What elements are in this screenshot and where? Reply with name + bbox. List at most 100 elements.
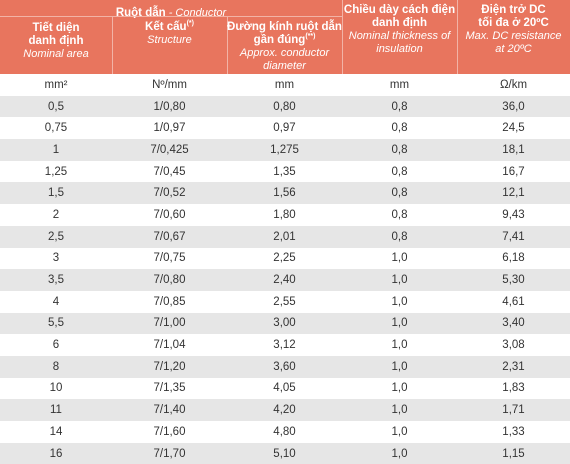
cell-area: 1 bbox=[52, 143, 60, 156]
table-row: 4 7/0,85 2,55 1,0 4,61 bbox=[0, 290, 570, 313]
area-header-vi: danh định bbox=[28, 35, 84, 47]
cell-structure: 7/1,40 bbox=[153, 404, 186, 417]
resistance-header-en: at 20ºC bbox=[495, 42, 532, 55]
cell-resistance: 36,0 bbox=[502, 100, 525, 113]
cell-resistance: 1,83 bbox=[502, 382, 525, 395]
cell-insulation: 1,0 bbox=[391, 447, 408, 460]
table-row: 3,5 7/0,80 2,40 1,0 5,30 bbox=[0, 269, 570, 291]
area-header: Tiết diện danh định Nominal area bbox=[0, 22, 112, 61]
area-header-vi: Tiết diện bbox=[32, 22, 80, 34]
header-divider bbox=[0, 16, 342, 17]
cell-insulation: 0,8 bbox=[391, 165, 408, 178]
cell-structure: 7/1,04 bbox=[153, 339, 186, 352]
cell-area: 2 bbox=[52, 208, 60, 221]
cell-resistance: 5,30 bbox=[502, 274, 525, 287]
cell-area: 6 bbox=[52, 339, 60, 352]
cell-resistance: 1,71 bbox=[502, 404, 525, 417]
cell-insulation: 1,0 bbox=[391, 252, 408, 265]
table-row: 5,5 7/1,00 3,00 1,0 3,40 bbox=[0, 312, 570, 335]
table-row: 8 7/1,20 3,60 1,0 2,31 bbox=[0, 355, 570, 378]
cell-area: 0,5 bbox=[48, 100, 64, 113]
cell-structure: 7/0,80 bbox=[153, 274, 186, 287]
cell-resistance: 3,40 bbox=[502, 317, 525, 330]
unit-resistance: Ω/km bbox=[499, 78, 528, 91]
insulation-header-en: Nominal thickness of bbox=[348, 30, 451, 42]
cell-area: 1,25 bbox=[44, 165, 68, 178]
cell-diameter: 0,97 bbox=[273, 122, 296, 135]
cell-insulation: 1,0 bbox=[391, 360, 408, 373]
cell-insulation: 1,0 bbox=[391, 425, 408, 438]
resistance-header: Điện trở DC tối đa ở 20ºC Max. DC resist… bbox=[457, 4, 570, 55]
cell-structure: 7/0,85 bbox=[153, 295, 186, 308]
cell-insulation: 1,0 bbox=[391, 274, 408, 287]
cell-diameter: 3,12 bbox=[273, 339, 296, 352]
insulation-header-en: insulation bbox=[376, 42, 423, 55]
cell-diameter: 3,00 bbox=[273, 317, 296, 330]
structure-header-en: Structure bbox=[147, 34, 192, 46]
table-row: 6 7/1,04 3,12 1,0 3,08 bbox=[0, 334, 570, 356]
cell-resistance: 24,5 bbox=[502, 122, 525, 135]
table-body: 0,5 1/0,80 0,80 0,8 36,0 0,75 1/0,97 0,97 0,8 24,… bbox=[0, 95, 570, 464]
insulation-header-vi: Chiều dày cách điện bbox=[343, 4, 456, 16]
cell-insulation: 0,8 bbox=[391, 100, 408, 113]
cell-insulation: 1,0 bbox=[391, 295, 408, 308]
cell-resistance: 6,18 bbox=[502, 252, 525, 265]
cell-area: 1,5 bbox=[48, 187, 64, 200]
cell-area: 14 bbox=[49, 425, 63, 438]
cell-structure: 7/0,425 bbox=[150, 143, 189, 156]
diameter-footnote-mark: (**) bbox=[305, 33, 316, 41]
cell-area: 2,5 bbox=[48, 230, 64, 243]
conductor-group-en: - Conductor bbox=[165, 7, 227, 19]
cell-structure: 7/1,20 bbox=[153, 360, 186, 373]
cell-area: 11 bbox=[50, 404, 62, 417]
cell-resistance: 4,61 bbox=[502, 295, 525, 308]
insulation-header-vi: danh định bbox=[372, 17, 427, 29]
cell-resistance: 7,41 bbox=[502, 230, 525, 243]
cell-structure: 7/1,35 bbox=[153, 382, 186, 395]
resistance-header-en: Max. DC resistance bbox=[465, 30, 562, 42]
table-row: 2 7/0,60 1,80 0,8 9,43 bbox=[0, 204, 570, 226]
cell-area: 8 bbox=[52, 360, 60, 373]
cell-structure: 1/0,80 bbox=[153, 100, 186, 113]
cell-diameter: 4,05 bbox=[273, 382, 296, 395]
cell-structure: 7/0,45 bbox=[153, 165, 186, 178]
cell-insulation: 1,0 bbox=[391, 339, 408, 352]
cell-structure: 7/1,00 bbox=[153, 317, 186, 330]
cell-resistance: 12,1 bbox=[502, 187, 525, 200]
cell-area: 4 bbox=[52, 295, 60, 308]
header-divider bbox=[457, 0, 458, 74]
table-row: 14 7/1,60 4,80 1,0 1,33 bbox=[0, 421, 570, 443]
cell-resistance: 1,33 bbox=[502, 425, 525, 438]
area-header-en: Nominal area bbox=[23, 48, 89, 60]
insulation-header: Chiều dày cách điện danh định Nominal th… bbox=[342, 4, 457, 55]
unit-diameter: mm bbox=[274, 78, 295, 91]
cell-structure: 7/0,67 bbox=[153, 230, 186, 243]
cell-structure: 7/1,70 bbox=[153, 447, 186, 460]
cell-insulation: 0,8 bbox=[391, 230, 408, 243]
cell-diameter: 3,60 bbox=[273, 360, 296, 373]
unit-structure: Nº/mm bbox=[152, 78, 187, 91]
cell-insulation: 1,0 bbox=[391, 317, 408, 330]
diameter-header: Đường kính ruột dẫn gần đúng(**) Approx.… bbox=[227, 21, 342, 72]
header-divider bbox=[227, 16, 228, 74]
cell-insulation: 1,0 bbox=[391, 404, 408, 417]
cell-area: 5,5 bbox=[48, 317, 64, 330]
table-row: 2,5 7/0,67 2,01 0,8 7,41 bbox=[0, 225, 570, 248]
cell-diameter: 0,80 bbox=[273, 100, 296, 113]
cell-diameter: 5,10 bbox=[273, 447, 296, 460]
cell-area: 0,75 bbox=[44, 122, 68, 135]
cell-diameter: 2,40 bbox=[273, 274, 296, 287]
diameter-header-vi: Đường kính ruột dẫn bbox=[227, 21, 342, 33]
cell-resistance: 1,15 bbox=[502, 447, 525, 460]
conductor-group-header: Ruột dẫn - Conductor bbox=[0, 3, 342, 21]
resistance-header-vi: Điện trở DC bbox=[481, 4, 546, 16]
table-row: 1,25 7/0,45 1,35 0,8 16,7 bbox=[0, 160, 570, 183]
cell-insulation: 0,8 bbox=[391, 143, 408, 156]
table-row: 3 7/0,75 2,25 1,0 6,18 bbox=[0, 247, 570, 270]
table-header: Ruột dẫn - Conductor Tiết diện danh định… bbox=[0, 0, 570, 74]
cell-resistance: 2,31 bbox=[502, 360, 525, 373]
cell-structure: 7/0,75 bbox=[153, 252, 186, 265]
cell-structure: 1/0,97 bbox=[153, 122, 186, 135]
diameter-header-en: Approx. conductor bbox=[239, 47, 330, 59]
